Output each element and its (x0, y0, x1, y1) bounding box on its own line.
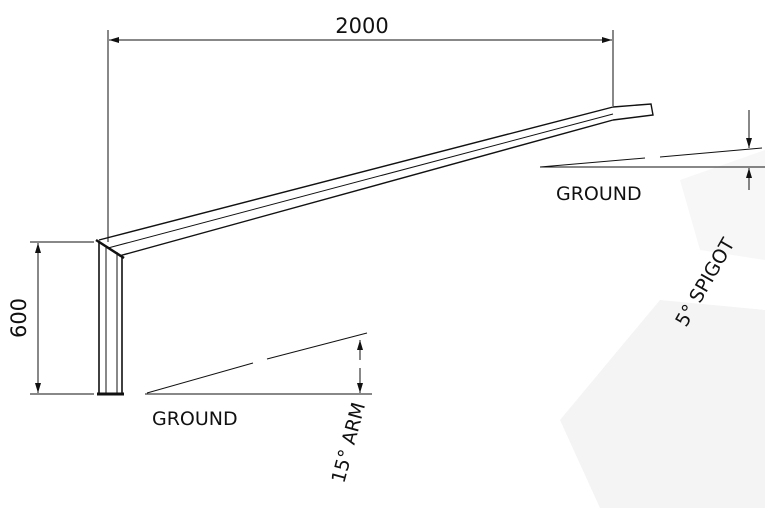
dimension-text-2000: 2000 (335, 14, 388, 38)
arm-angle-label: 15° ARM (328, 400, 371, 485)
arm-inner-edge (107, 113, 614, 249)
spigot (612, 103, 654, 121)
arm-angle-line-b (266, 332, 368, 360)
dimension-600: 600 (7, 241, 94, 395)
ground-label-lower: GROUND (152, 408, 238, 430)
watermark-shape (560, 300, 765, 508)
ground-label-upper: GROUND (556, 183, 642, 205)
arm-top-edge (98, 106, 614, 241)
mast (95, 238, 125, 396)
mast-cap (95, 238, 125, 260)
arm-angle-detail: GROUND 15° ARM (145, 332, 372, 485)
watermark-shape-2 (680, 150, 765, 260)
dimension-2000: 2000 (107, 14, 614, 242)
arm-bottom-edge (118, 119, 614, 257)
spigot-angle-line-a (539, 157, 646, 168)
arm (98, 103, 654, 257)
dimension-text-600: 600 (7, 298, 31, 338)
watermark (560, 150, 765, 508)
spigot-angle-line-b (659, 147, 763, 158)
arm-angle-line-a (146, 362, 254, 394)
